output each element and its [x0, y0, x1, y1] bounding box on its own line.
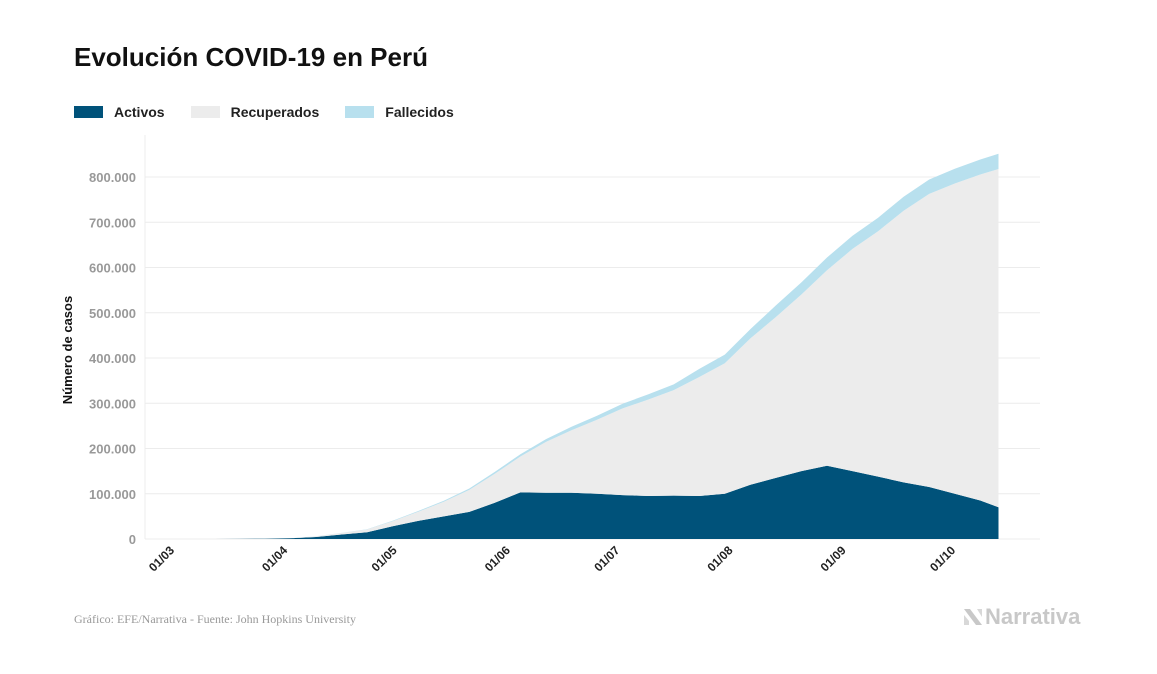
x-tick-label: 01/03 [146, 543, 177, 574]
legend-swatch [190, 106, 220, 118]
legend-swatch [74, 106, 103, 118]
legend-item-fallecidos: Fallecidos [345, 104, 454, 120]
chart-title: Evolución COVID-19 en Perú [74, 42, 428, 72]
legend-item-recuperados: Recuperados [190, 104, 320, 120]
fallecidos-area [188, 153, 999, 540]
x-tick-label: 01/10 [927, 543, 958, 574]
legend-swatch [345, 106, 375, 118]
x-tick-label: 01/05 [369, 543, 400, 574]
y-tick-label: 300.000 [89, 396, 136, 411]
y-tick-label: 800.000 [89, 170, 136, 185]
legend-label: Activos [114, 104, 165, 120]
recuperados-area [188, 169, 999, 539]
y-tick-label: 500.000 [89, 306, 136, 321]
x-tick-label: 01/09 [818, 543, 849, 574]
legend-item-activos: Activos [74, 104, 165, 120]
legend-label: Recuperados [230, 104, 320, 120]
y-axis-label: Número de casos [60, 296, 75, 404]
x-tick-label: 01/06 [482, 543, 513, 574]
narrativa-logo: Narrativa [963, 604, 1080, 630]
x-tick-label: 01/04 [259, 543, 290, 574]
x-tick-label: 01/08 [704, 543, 735, 574]
y-tick-label: 200.000 [89, 442, 136, 457]
y-tick-label: 600.000 [89, 261, 136, 276]
y-tick-label: 400.000 [89, 351, 136, 366]
y-tick-label: 100.000 [89, 487, 136, 502]
legend-label: Fallecidos [385, 104, 454, 120]
y-tick-label: 700.000 [89, 215, 136, 230]
x-tick-label: 01/07 [591, 543, 622, 574]
activos-area [188, 465, 999, 539]
y-tick-label: 0 [129, 532, 136, 547]
source-note: Gráfico: EFE/Narrativa - Fuente: John Ho… [74, 612, 356, 626]
legend: Activos Recuperados Fallecidos [74, 104, 480, 120]
narrativa-logo-icon [964, 609, 982, 625]
